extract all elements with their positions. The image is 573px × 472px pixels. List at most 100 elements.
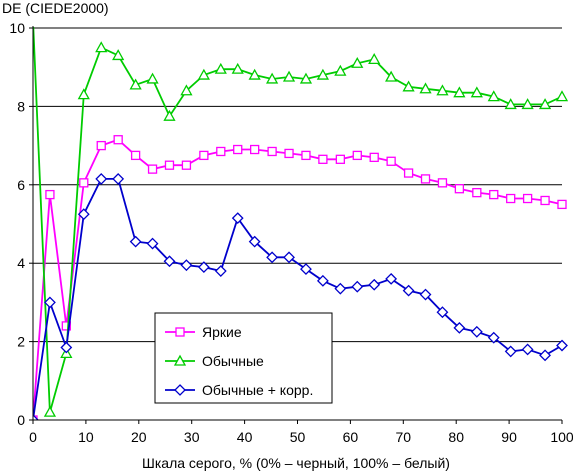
legend-marker-1 bbox=[173, 354, 187, 366]
data-point bbox=[163, 255, 176, 268]
data-point bbox=[266, 251, 279, 264]
x-tick-label: 50 bbox=[290, 429, 306, 445]
data-point bbox=[197, 68, 210, 80]
data-point bbox=[487, 331, 500, 344]
x-tick-label: 80 bbox=[448, 429, 464, 445]
data-point bbox=[436, 84, 449, 96]
data-point bbox=[453, 86, 466, 98]
data-point bbox=[454, 184, 465, 194]
data-point bbox=[266, 72, 279, 84]
legend-marker-2 bbox=[174, 384, 186, 396]
legend-label: Яркие bbox=[202, 324, 242, 340]
data-point bbox=[334, 64, 347, 76]
data-point bbox=[556, 339, 568, 352]
data-point bbox=[316, 68, 329, 80]
series-1 bbox=[33, 27, 569, 417]
data-point bbox=[299, 72, 313, 84]
data-point bbox=[95, 41, 108, 53]
x-tick-label: 40 bbox=[237, 429, 253, 445]
x-tick-label: 10 bbox=[78, 429, 94, 445]
data-point bbox=[318, 154, 328, 164]
data-point bbox=[335, 154, 345, 164]
data-point bbox=[180, 84, 193, 96]
data-point bbox=[214, 265, 227, 277]
data-point bbox=[248, 235, 261, 248]
data-point bbox=[557, 199, 567, 210]
data-point bbox=[77, 88, 90, 100]
data-point bbox=[334, 282, 347, 295]
series-2 bbox=[33, 173, 568, 420]
data-point bbox=[352, 150, 362, 161]
y-tick-label: 10 bbox=[9, 20, 25, 36]
data-point bbox=[113, 135, 123, 145]
data-point bbox=[112, 49, 125, 61]
data-point bbox=[472, 187, 482, 198]
data-point bbox=[522, 193, 533, 204]
data-point bbox=[470, 86, 483, 98]
data-point bbox=[437, 178, 448, 188]
data-point bbox=[164, 160, 175, 170]
data-point bbox=[112, 173, 125, 185]
data-point bbox=[267, 146, 277, 157]
data-point bbox=[43, 405, 57, 417]
data-point bbox=[79, 178, 89, 188]
legend-label: Обычные + корр. bbox=[202, 382, 313, 398]
data-point bbox=[316, 274, 329, 287]
y-axis-title: DE (CIEDE2000) bbox=[2, 0, 109, 16]
data-point bbox=[284, 148, 294, 159]
data-point bbox=[555, 90, 569, 102]
data-point bbox=[504, 98, 517, 110]
data-point bbox=[45, 189, 55, 200]
data-point bbox=[77, 208, 90, 221]
data-point bbox=[147, 164, 158, 174]
data-point bbox=[403, 168, 414, 178]
data-point bbox=[180, 259, 193, 272]
data-point bbox=[538, 98, 552, 110]
data-point bbox=[146, 237, 159, 250]
data-point bbox=[129, 78, 142, 90]
data-point bbox=[521, 98, 534, 110]
series-layer bbox=[33, 27, 569, 420]
y-tick-label: 4 bbox=[17, 255, 25, 271]
data-point bbox=[386, 156, 396, 166]
grid bbox=[33, 27, 562, 343]
data-point bbox=[369, 152, 379, 163]
data-point bbox=[436, 306, 449, 319]
data-point bbox=[96, 140, 106, 151]
x-tick-label: 60 bbox=[343, 429, 359, 445]
data-point bbox=[539, 349, 551, 362]
series-clipped bbox=[33, 27, 569, 420]
data-point bbox=[181, 160, 192, 170]
x-tick-label: 70 bbox=[396, 429, 412, 445]
data-point bbox=[231, 212, 244, 225]
data-point bbox=[214, 62, 227, 74]
data-point bbox=[504, 345, 517, 358]
data-point bbox=[300, 263, 312, 275]
data-point bbox=[368, 278, 381, 291]
data-point bbox=[453, 321, 466, 334]
x-tick-label: 100 bbox=[550, 429, 573, 445]
data-point bbox=[351, 280, 364, 293]
data-point bbox=[130, 150, 141, 161]
x-tick-label: 0 bbox=[29, 429, 37, 445]
data-point bbox=[163, 109, 176, 121]
data-point bbox=[61, 321, 71, 331]
y-tick-label: 2 bbox=[17, 334, 25, 350]
data-point bbox=[301, 150, 311, 161]
data-point bbox=[197, 261, 210, 274]
data-point bbox=[487, 90, 500, 102]
data-point bbox=[129, 235, 142, 248]
legend-marker-0 bbox=[175, 327, 185, 337]
data-point bbox=[231, 62, 244, 74]
data-point bbox=[385, 70, 398, 82]
data-point bbox=[489, 189, 499, 200]
data-point bbox=[402, 284, 415, 297]
data-point bbox=[540, 195, 550, 206]
data-point bbox=[283, 251, 295, 264]
data-point bbox=[420, 174, 431, 184]
data-point bbox=[521, 343, 534, 356]
data-point bbox=[506, 193, 516, 204]
data-point bbox=[402, 80, 415, 92]
